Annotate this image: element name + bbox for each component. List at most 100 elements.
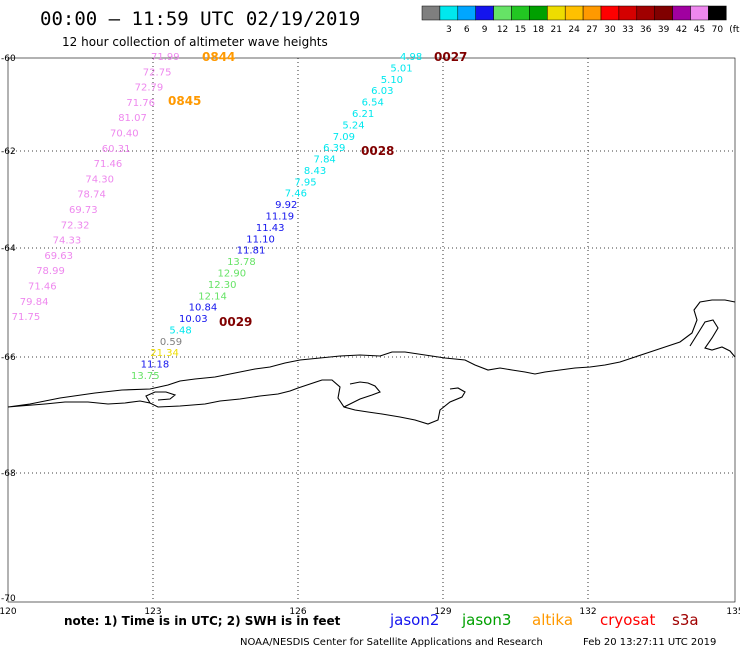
legend-swatch [672,5,691,21]
legend-tick-label: 39 [658,25,670,35]
legend-tick-label: 27 [586,25,597,35]
legend-tick-label: 18 [533,25,545,35]
legend-tick-label: 15 [515,25,526,35]
longitude-tick-label: 126 [289,607,306,617]
wave-height-value: 6.21 [352,109,374,120]
legend-tick-label: 12 [497,25,508,35]
wave-height-value: 13.75 [131,371,160,382]
wave-height-value: 9.92 [275,200,297,211]
legend-unit: (ft) [729,25,740,35]
legend-tick-label: 9 [482,25,488,35]
latitude-tick-label: -66 [1,353,16,363]
page-subtitle: 12 hour collection of altimeter wave hei… [62,35,328,49]
legend-tick-label: 6 [464,25,470,35]
wave-height-value: 12.14 [198,291,227,302]
legend-tick-label: 42 [676,25,687,35]
wave-height-value: 4.98 [400,52,422,63]
wave-height-value: 6.54 [362,98,384,109]
map-frame [7,57,736,603]
wave-height-value: 72.75 [143,67,172,78]
legend-swatch [457,5,476,21]
wave-height-value: 71.46 [28,282,57,293]
legend-swatch [547,5,566,21]
wave-height-value: 11.43 [256,223,285,234]
longitude-tick-label: 123 [144,607,161,617]
longitude-tick-label: 129 [434,607,451,617]
longitude-tick-label: 132 [579,607,596,617]
legend-swatch [529,5,548,21]
wave-height-value: 70.40 [110,129,139,140]
wave-height-value: 0.59 [160,337,182,348]
wave-height-value: 72.79 [135,83,164,94]
legend-swatch [618,5,638,21]
wave-height-value: 5.10 [381,75,403,86]
mission-legend: jason2 jason3 altika cryosat s3a [389,611,699,629]
legend-tick-label: 30 [604,25,616,35]
wave-height-value: 13.78 [227,257,256,268]
legend-swatch [493,5,512,21]
mission-label: jason2 [389,611,439,629]
legend-swatch [654,5,673,21]
wave-height-value: 11.81 [237,246,266,257]
wave-height-value: 7.95 [294,177,316,188]
wave-height-value: 11.18 [141,360,170,371]
mission-label: jason3 [461,611,511,629]
legend-swatch [564,5,584,21]
jason-track: 4.985.015.106.036.546.215.247.096.397.84… [131,50,467,382]
wave-height-value: 7.46 [285,189,307,200]
legend-swatch [421,5,441,21]
legend-swatch [690,5,709,21]
legend-tick-label: 70 [712,25,724,35]
wave-height-value: 71.46 [94,159,123,170]
longitude-tick-label: 120 [0,607,17,617]
wave-height-value: 11.19 [266,212,295,223]
wave-height-value: 78.74 [77,190,106,201]
legend-swatch [511,5,530,21]
wave-height-value: 10.84 [189,303,218,314]
pass-time-label: 0029 [219,315,252,329]
longitude-tick-label: 135 [726,607,740,617]
wave-height-value: 6.03 [371,86,393,97]
wave-height-value: 72.32 [61,220,90,231]
wave-height-value: 6.39 [323,143,345,154]
pass-time-label: 0028 [361,144,394,158]
page-title: 00:00 – 11:59 UTC 02/19/2019 [40,8,360,30]
timestamp-text: Feb 20 13:27:11 UTC 2019 [583,637,716,648]
wave-height-value: 21.34 [150,348,179,359]
mission-label: altika [532,611,573,629]
wave-height-value: 5.48 [169,325,191,336]
legend-tick-label: 45 [694,25,705,35]
wave-height-value: 12.90 [217,268,246,279]
wave-height-value: 78.99 [36,266,65,277]
wave-height-value: 8.43 [304,166,326,177]
wave-height-value: 81.07 [118,113,147,124]
pass-time-label: 0027 [434,50,467,64]
legend-tick-label: 21 [551,25,562,35]
credit-text: NOAA/NESDIS Center for Satellite Applica… [240,637,543,648]
legend-swatch [475,5,494,21]
legend-tick-label: 36 [640,25,652,35]
wave-height-value: 7.84 [314,155,336,166]
wave-height-value: 71.99 [151,52,180,63]
latitude-tick-label: -70 [1,594,16,604]
legend-swatch [708,5,727,21]
wave-height-value: 69.73 [69,205,98,216]
wave-height-value: 71.75 [12,312,41,323]
latitude-tick-label: -64 [1,244,16,254]
wave-height-value: 12.30 [208,280,237,291]
legend-swatch [439,5,459,21]
legend-tick-label: 24 [568,25,580,35]
wave-height-value: 5.24 [342,120,364,131]
wave-height-value: 7.09 [333,132,355,143]
mission-label: cryosat [600,611,655,629]
legend-swatch [582,5,602,21]
wave-height-value: 11.10 [246,234,275,245]
legend-swatch [600,5,620,21]
wave-height-value: 10.03 [179,314,208,325]
latitude-tick-label: -62 [1,147,16,157]
latitude-tick-label: -68 [1,469,16,479]
legend-tick-label: 3 [446,25,452,35]
